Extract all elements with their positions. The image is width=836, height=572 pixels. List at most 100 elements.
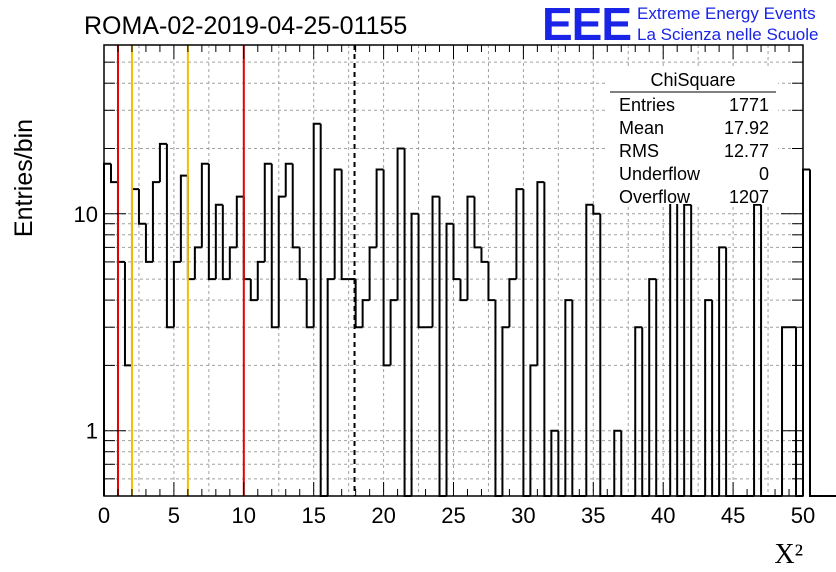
- histogram-bin: [781, 326, 790, 496]
- histogram-bin: [529, 364, 538, 496]
- histogram-bin: [242, 196, 251, 281]
- histogram-bin: [221, 204, 230, 281]
- x-tick-label: 25: [441, 503, 465, 528]
- histogram-bin: [200, 162, 209, 248]
- x-tick-label: 10: [232, 503, 256, 528]
- histogram-bin: [585, 203, 594, 496]
- histogram-bin: [592, 204, 601, 215]
- x-tick-label: 0: [98, 503, 110, 528]
- histogram-bin: [410, 212, 419, 496]
- histogram-bin: [263, 162, 272, 262]
- run-title: ROMA-02-2019-04-25-01155: [84, 12, 407, 40]
- histogram-bin: [564, 299, 573, 496]
- x-tick-label: 30: [511, 503, 535, 528]
- histogram-bin: [305, 279, 314, 329]
- histogram-bin: [417, 213, 426, 329]
- x-axis-title: X²: [774, 539, 803, 570]
- stats-box: ChiSquare Entries 1771 Mean 17.92 RMS 12…: [608, 68, 778, 207]
- histogram-bin: [795, 327, 803, 497]
- stats-label-entries: Entries: [619, 95, 675, 115]
- y-tick-label: 1: [86, 419, 98, 444]
- histogram-bin: [571, 300, 580, 497]
- histogram-bin: [753, 203, 762, 496]
- logo-line-1: Extreme Energy Events: [637, 4, 816, 23]
- histogram-bin: [760, 204, 769, 497]
- histogram-bin: [158, 142, 167, 183]
- histogram-bin: [396, 147, 405, 301]
- histogram-bin: [543, 182, 552, 497]
- histogram-bin: [109, 163, 118, 184]
- histogram-bin: [144, 223, 153, 263]
- x-tick-label: 35: [581, 503, 605, 528]
- histogram-bin: [536, 181, 545, 366]
- histogram-bin: [473, 196, 482, 249]
- histogram-bin: [256, 260, 265, 301]
- histogram-bin: [599, 213, 608, 497]
- histogram-bin: [438, 196, 447, 497]
- histogram-bin: [340, 169, 349, 281]
- histogram-bin: [165, 143, 174, 329]
- stats-label-underflow: Underflow: [619, 164, 701, 184]
- histogram-bin: [704, 299, 713, 496]
- stats-value-mean: 17.92: [724, 118, 769, 138]
- histogram-bin: [725, 247, 734, 497]
- histogram-bin: [487, 261, 496, 302]
- histogram-bin: [249, 279, 258, 302]
- histogram-bin: [354, 279, 363, 329]
- histogram-bin: [711, 300, 720, 497]
- histogram-bin: [382, 169, 391, 367]
- stats-title: ChiSquare: [650, 70, 735, 90]
- histogram-bin: [207, 163, 216, 281]
- histogram-bin: [466, 195, 475, 301]
- y-tick-label: 10: [74, 202, 98, 227]
- stats-label-rms: RMS: [619, 141, 659, 161]
- histogram-bin: [494, 300, 503, 497]
- histogram-bin: [445, 222, 454, 496]
- histogram-bin: [116, 182, 125, 263]
- histogram-bin: [808, 169, 817, 497]
- histogram-bin: [431, 195, 440, 328]
- histogram-bin: [613, 429, 622, 496]
- histogram-bin: [361, 299, 370, 328]
- histogram-bin: [690, 204, 699, 497]
- histogram-bin: [333, 168, 342, 280]
- reference-lines: [116, 45, 356, 496]
- histogram-bin: [480, 247, 489, 263]
- histogram-bin: [641, 327, 650, 497]
- histogram-bin: [403, 148, 412, 497]
- histogram-bin: [312, 122, 321, 328]
- stats-value-entries: 1771: [729, 95, 769, 115]
- eee-logo: EEE Extreme Energy Events La Scienza nel…: [542, 0, 818, 50]
- histogram-bin: [284, 162, 293, 197]
- stats-value-rms: 12.77: [724, 141, 769, 161]
- stats-value-overflow: 1207: [729, 187, 769, 207]
- histogram-bin: [228, 246, 237, 280]
- histogram-bin: [515, 188, 524, 280]
- x-tick-label: 20: [371, 503, 395, 528]
- histogram-bin: [452, 223, 461, 281]
- histogram-bin: [130, 188, 139, 366]
- x-tick-label: 50: [791, 503, 815, 528]
- histogram-bin: [326, 278, 335, 496]
- x-tick-label: 45: [721, 503, 745, 528]
- histogram-bin: [179, 174, 188, 262]
- axis-ticks: 0 5 10 15 20 25 30 35 40 45 50 1 10: [74, 45, 815, 528]
- histogram-bin: [151, 181, 160, 262]
- histogram-bin: [648, 278, 657, 496]
- histogram-bin: [802, 168, 810, 496]
- histogram-bin: [172, 260, 181, 328]
- histogram-bin: [123, 261, 132, 367]
- histogram-bin: [298, 247, 307, 281]
- histogram-bin: [137, 189, 146, 225]
- histogram-bin: [669, 181, 678, 496]
- histogram-bin: [508, 278, 517, 328]
- logo-line-2: La Scienza nelle Scuole: [637, 25, 818, 44]
- stats-label-overflow: Overflow: [619, 187, 691, 207]
- histogram-bin: [214, 203, 223, 280]
- histogram-bin: [291, 163, 300, 249]
- histogram-bin: [718, 246, 727, 496]
- histogram-bin: [501, 326, 510, 496]
- histogram-bin: [235, 195, 244, 248]
- stats-value-underflow: 0: [759, 164, 769, 184]
